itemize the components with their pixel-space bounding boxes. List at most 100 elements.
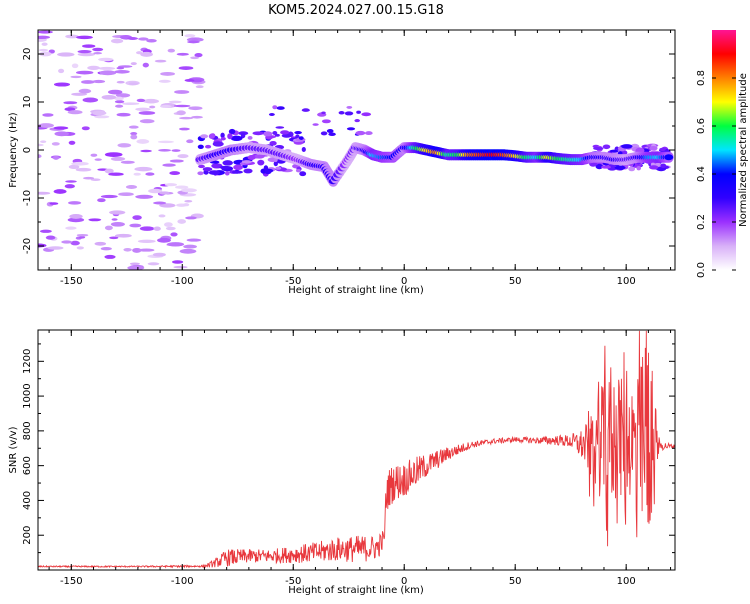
x-tick-label: 0	[401, 576, 407, 587]
colorbar-tick-label: 0.4	[696, 166, 707, 182]
spectrogram-cell	[92, 47, 104, 52]
snr-series-line	[38, 330, 675, 569]
spectrogram-cell	[269, 140, 277, 146]
spectrogram-cell	[344, 111, 354, 116]
y-tick-label: 200	[22, 526, 33, 545]
spectrogram-cell	[176, 110, 186, 116]
spectrogram-cell	[93, 51, 102, 55]
spectrogram-cell	[115, 93, 131, 98]
spectrogram-cell	[110, 38, 124, 44]
spectrogram-cell	[171, 260, 184, 264]
spectrogram-cell	[194, 53, 203, 58]
x-tick-label: -100	[171, 276, 194, 287]
spectrogram-cell	[220, 136, 226, 141]
spectrogram-cell	[104, 168, 114, 174]
spectrogram-cell	[78, 235, 86, 239]
spectrogram-cell	[198, 164, 205, 169]
spectrogram-cell	[142, 62, 149, 68]
spectrogram-cell	[295, 169, 302, 173]
spectrogram-cell	[356, 110, 361, 114]
spectrogram-cell	[138, 248, 155, 252]
spectrogram-cell	[179, 248, 197, 254]
spectrogram-cells	[38, 30, 674, 270]
spectrogram-cell	[90, 153, 98, 157]
spectrogram-cell	[117, 143, 132, 148]
spectrogram-cell	[81, 80, 95, 84]
spectrogram-cell	[164, 183, 178, 187]
spectrogram-cell	[600, 165, 612, 169]
snr-frame	[37, 329, 676, 571]
spectrogram-cell	[247, 135, 253, 140]
spectrogram-cell	[205, 144, 212, 149]
spectrogram-cell	[68, 140, 76, 145]
spectrogram-cell	[153, 201, 167, 205]
spectrogram-cell	[659, 147, 666, 152]
spectrogram-cell	[75, 70, 94, 75]
spectrogram-cell	[71, 92, 88, 96]
spectrogram-cell	[114, 70, 130, 74]
x-tick-label: 50	[509, 576, 522, 587]
spectrogram-cell	[177, 219, 187, 224]
spectrogram-cell	[276, 106, 285, 110]
spectrogram-cell	[321, 111, 326, 115]
spectrogram-cell	[222, 160, 233, 166]
spectrogram-cell	[617, 151, 623, 155]
spectrogram-cell	[208, 170, 221, 175]
spectrogram-cell	[593, 146, 604, 151]
x-tick-label: -50	[285, 576, 301, 587]
colorbar-tick-label: 0.6	[696, 118, 707, 134]
spectrogram-cell	[320, 131, 328, 136]
spectrogram-cell	[67, 217, 85, 223]
y-tick-label: 20	[22, 48, 33, 61]
spectrogram-cell	[184, 34, 196, 38]
spectrogram-cell	[197, 144, 204, 149]
spectrogram-cell	[174, 90, 190, 94]
spectrogram-cell	[618, 165, 624, 171]
spectrogram-cell	[346, 105, 353, 109]
spectrogram-cell	[272, 105, 278, 110]
spectrogram-cell	[100, 247, 112, 251]
spectrogram-cell	[116, 112, 131, 117]
spectrogram-cell	[53, 189, 67, 194]
spectrogram-cell	[187, 40, 200, 44]
spectrogram-cell	[361, 112, 372, 117]
spectrogram-cell	[326, 128, 334, 134]
spectrogram-cell	[94, 115, 110, 119]
y-tick-label: 400	[22, 491, 33, 510]
spectrogram-cell	[54, 131, 69, 137]
spectrogram-cell	[123, 248, 132, 252]
spectrogram-cell	[354, 119, 360, 123]
spectrogram-cell	[53, 126, 69, 130]
spectrogram-cell	[301, 108, 310, 112]
spectrogram-cell	[108, 172, 124, 176]
spectrogram-cell	[64, 107, 76, 112]
spectrogram-cell	[135, 194, 154, 199]
snr-x-ticks: -150 -100 -50 0 50 100	[48, 330, 672, 587]
spectrogram-cell	[146, 39, 157, 43]
spectrogram-cell	[130, 134, 138, 140]
spectrogram-cell	[45, 235, 56, 240]
spectrogram-cell	[169, 171, 181, 176]
spectrogram-cell	[264, 169, 272, 175]
spectrogram-cell	[191, 115, 203, 119]
spectrogram-cell	[71, 161, 89, 166]
spectrogram-cell	[138, 111, 156, 115]
spectrogram-cell	[63, 101, 78, 105]
spectrogram-cell	[52, 155, 60, 160]
spectrogram-cell	[184, 200, 193, 203]
spectrogram-cell	[195, 85, 204, 89]
spectrogram-cell	[154, 59, 167, 63]
spectrogram-cell	[301, 147, 306, 152]
colorbar-label: Normalized spectral amplitude	[738, 73, 749, 227]
x-tick-label: -50	[285, 276, 301, 287]
spectrogram-cell	[101, 94, 117, 100]
spectrogram-cell	[233, 164, 244, 171]
spectrogram-cell	[220, 132, 225, 138]
x-tick-label: -100	[171, 576, 194, 587]
spectrogram-cell	[65, 34, 79, 39]
spectrogram-cell	[175, 185, 189, 189]
spectrogram-cell	[125, 185, 138, 189]
spectrogram-cell	[202, 167, 213, 172]
spectrogram-cell	[109, 210, 126, 215]
